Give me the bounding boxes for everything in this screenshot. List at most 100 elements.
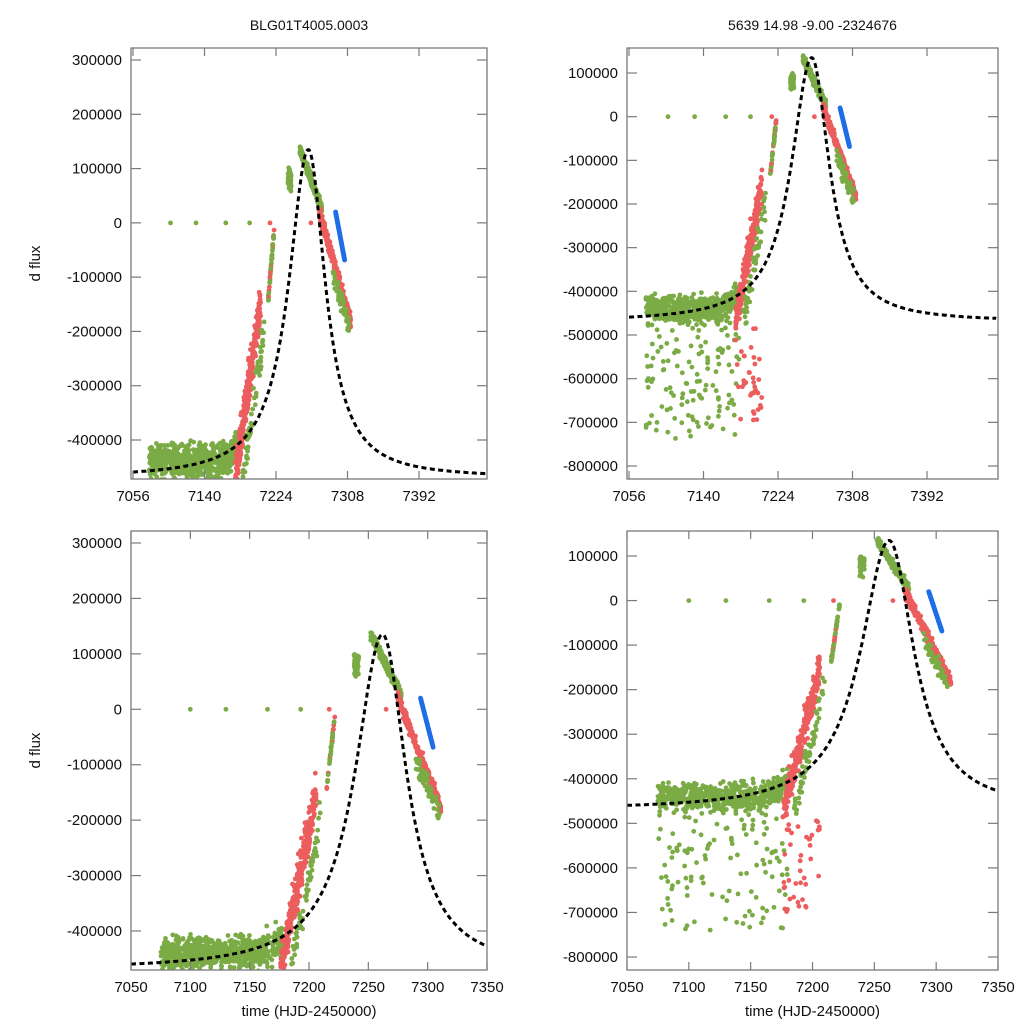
red-point	[285, 924, 291, 929]
red-point	[322, 233, 328, 239]
green-point	[761, 198, 767, 204]
green-point	[649, 293, 655, 299]
green-point	[700, 298, 706, 304]
green-point	[848, 180, 853, 185]
green-point	[716, 408, 722, 414]
green-point	[332, 286, 338, 291]
green-point	[209, 442, 214, 448]
green-point	[753, 255, 759, 261]
green-point	[201, 938, 207, 943]
green-point	[317, 810, 323, 816]
green-point	[671, 393, 676, 398]
y-tick-label: -500000	[563, 327, 618, 344]
green-point	[850, 189, 856, 195]
red-point	[303, 860, 309, 865]
green-point	[755, 245, 761, 251]
red-point	[736, 384, 741, 390]
rise-point	[332, 714, 338, 720]
green-point	[183, 941, 189, 947]
green-point	[690, 325, 695, 331]
green-point	[247, 933, 252, 938]
green-point	[717, 404, 722, 409]
green-point	[175, 948, 181, 954]
green-point	[219, 963, 225, 969]
green-point	[147, 472, 153, 477]
green-point	[691, 301, 697, 307]
red-point	[757, 193, 763, 199]
rise-point	[271, 236, 276, 241]
green-point	[759, 216, 764, 222]
red-point	[241, 420, 247, 426]
green-point	[341, 299, 347, 305]
y-tick-label: -700000	[563, 414, 618, 431]
green-point	[660, 359, 666, 364]
green-point	[257, 961, 263, 966]
red-point	[755, 407, 761, 412]
green-zero-point	[665, 114, 671, 120]
rise-point	[327, 757, 333, 762]
red-point	[280, 975, 285, 980]
green-point	[682, 318, 688, 324]
green-point	[345, 327, 351, 333]
green-point	[264, 923, 270, 929]
green-point	[656, 304, 661, 310]
rise-point	[266, 297, 271, 303]
green-zero-point	[247, 220, 253, 226]
green-point	[724, 296, 729, 302]
green-point	[694, 322, 699, 328]
red-point	[235, 480, 240, 485]
red-point	[293, 900, 299, 906]
green-point	[264, 935, 270, 941]
green-point	[223, 466, 229, 471]
green-point	[683, 310, 689, 316]
green-point	[713, 369, 719, 375]
green-point	[182, 458, 188, 464]
red-point	[299, 835, 304, 841]
green-point	[702, 322, 707, 328]
green-point	[196, 454, 202, 459]
red-point	[755, 184, 761, 190]
red-point	[233, 472, 239, 478]
green-point	[216, 479, 221, 484]
green-point	[162, 443, 168, 448]
green-point	[662, 305, 668, 311]
red-point	[319, 218, 325, 224]
green-point	[164, 459, 170, 465]
green-point	[316, 815, 321, 821]
green-point	[338, 296, 344, 302]
green-point	[670, 305, 676, 311]
green-point	[231, 957, 237, 963]
green-point	[698, 395, 703, 400]
plot-frame	[626, 47, 999, 480]
green-point	[222, 444, 228, 450]
green-point	[663, 387, 669, 392]
red-point	[239, 434, 245, 440]
rise-point	[325, 772, 331, 777]
red-point	[322, 221, 327, 227]
green-point	[227, 964, 233, 970]
green-point	[807, 73, 813, 79]
plot-area	[629, 53, 997, 441]
green-point	[247, 956, 253, 961]
green-point	[788, 76, 794, 81]
green-point	[353, 669, 359, 675]
green-point	[649, 413, 654, 418]
red-point	[733, 337, 739, 343]
green-point	[251, 385, 256, 391]
green-point	[720, 426, 726, 432]
green-point	[211, 941, 217, 946]
y-tick-label: -300000	[563, 240, 618, 257]
red-point	[742, 353, 747, 359]
blue-point	[847, 144, 852, 150]
green-point	[258, 359, 264, 365]
green-point	[343, 306, 349, 312]
green-point	[171, 953, 177, 959]
green-point	[307, 877, 313, 882]
green-point	[673, 348, 679, 353]
green-point	[169, 458, 175, 463]
panel-bottom-left: 7050 7100 7150 7200 7250 7300 7350300000200000…	[27, 530, 504, 1020]
green-point	[654, 298, 660, 304]
green-point	[817, 92, 822, 97]
y-tick-label: -800000	[563, 458, 618, 475]
y-tick-label: -300000	[67, 378, 122, 395]
